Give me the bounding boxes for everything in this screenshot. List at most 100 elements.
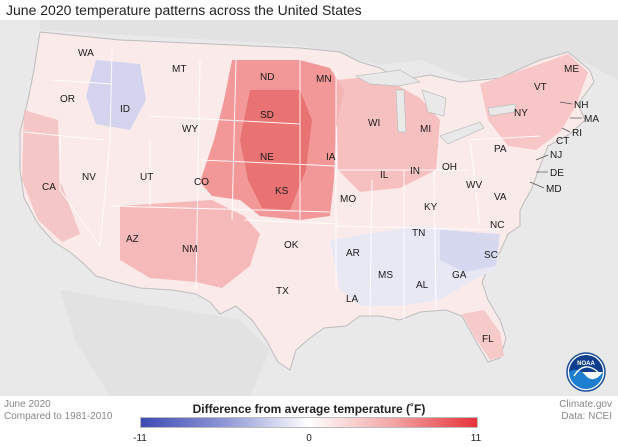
state-label-mn: MN xyxy=(316,74,332,85)
state-label-nv: NV xyxy=(82,172,96,183)
state-label-sd: SD xyxy=(260,110,274,121)
state-label-tn: TN xyxy=(412,228,425,239)
state-label-me: ME xyxy=(564,64,579,75)
border-4corners xyxy=(109,205,331,213)
anomaly-regions xyxy=(22,54,588,360)
leader-md xyxy=(529,181,545,189)
border-wa-or xyxy=(51,79,113,85)
legend-mid-label: 0 xyxy=(306,433,312,444)
state-label-ky: KY xyxy=(424,202,438,213)
footer-credit: Climate.gov xyxy=(559,399,612,410)
state-label-mt: MT xyxy=(172,64,186,75)
canada-landmass xyxy=(40,20,618,80)
state-label-ma: MA xyxy=(584,114,599,125)
state-label-md: MD xyxy=(546,184,562,195)
florida-warm-region xyxy=(462,310,504,360)
noaa-logo: NOAA xyxy=(566,352,606,392)
california-warm-region xyxy=(22,110,80,242)
state-label-nj: NJ xyxy=(550,150,562,161)
state-label-ms: MS xyxy=(378,270,393,281)
border-ks-ok xyxy=(243,219,341,225)
border-nd-sd xyxy=(149,115,301,125)
state-label-al: AL xyxy=(416,280,429,291)
leader-nh xyxy=(559,101,573,105)
border-plains-west xyxy=(231,59,237,221)
noaa-logo-gull xyxy=(573,366,599,377)
state-label-ar: AR xyxy=(346,248,360,259)
state-label-sc: SC xyxy=(484,250,498,261)
lake-michigan xyxy=(395,89,407,133)
footer-date: June 2020 xyxy=(4,399,51,410)
mexico-landmass xyxy=(60,290,270,396)
lake-huron xyxy=(421,89,447,117)
state-label-in: IN xyxy=(410,166,420,177)
legend-title: Difference from average temperature (˚F) xyxy=(192,402,426,416)
state-label-tx: TX xyxy=(276,286,289,297)
state-label-il: IL xyxy=(380,170,389,181)
footer-left: June 2020 Compared to 1981-2010 xyxy=(4,399,112,423)
lake-superior xyxy=(354,69,421,87)
southwest-warm-region xyxy=(120,200,260,288)
state-label-pa: PA xyxy=(494,144,507,155)
state-borders xyxy=(23,49,541,320)
northeast-warm-region xyxy=(480,54,588,150)
border-ga xyxy=(433,169,437,311)
state-label-co: CO xyxy=(194,177,209,188)
plains-hot-core xyxy=(240,90,312,210)
state-label-ia: IA xyxy=(326,152,336,163)
us-map-svg: WA OR CA NV ID MT WY UT CO AZ NM ND SD N… xyxy=(0,20,618,396)
state-label-wy: WY xyxy=(182,124,198,135)
state-label-vt: VT xyxy=(534,82,547,93)
state-label-wv: WV xyxy=(466,180,482,191)
state-label-nm: NM xyxy=(182,244,198,255)
leader-ri xyxy=(561,127,571,133)
state-label-nc: NC xyxy=(490,220,504,231)
border-ca-nv xyxy=(59,138,101,247)
state-label-wa: WA xyxy=(78,48,94,59)
legend-color-bar xyxy=(140,417,478,428)
state-label-la: LA xyxy=(346,294,359,305)
state-label-ks: KS xyxy=(275,186,289,197)
state-label-va: VA xyxy=(494,192,507,203)
state-label-oh: OH xyxy=(442,162,457,173)
state-label-wi: WI xyxy=(368,118,380,129)
border-rockies xyxy=(195,59,201,291)
state-label-or: OR xyxy=(60,94,75,105)
noaa-logo-wave xyxy=(569,369,603,389)
state-labels: WA OR CA NV ID MT WY UT CO AZ NM ND SD N… xyxy=(42,48,599,345)
idaho-cool-region xyxy=(86,60,146,130)
state-label-ct: CT xyxy=(556,136,569,147)
lake-ontario xyxy=(487,103,517,117)
leader-nj xyxy=(535,154,549,161)
state-label-nh: NH xyxy=(574,100,588,111)
border-or-ca xyxy=(23,131,105,141)
map-title: June 2020 temperature patterns across th… xyxy=(6,2,362,18)
legend-max-label: 11 xyxy=(470,433,482,444)
footer-right: Climate.gov Data: NCEI xyxy=(559,399,612,423)
border-id-nv xyxy=(99,49,113,247)
state-label-mi: MI xyxy=(420,124,431,135)
footer-baseline: Compared to 1981-2010 xyxy=(4,411,113,422)
state-label-az: AZ xyxy=(126,234,139,245)
carolinas-cool-region xyxy=(440,230,500,272)
border-tn xyxy=(335,225,501,231)
state-label-ga: GA xyxy=(452,270,467,281)
state-label-fl: FL xyxy=(482,334,494,345)
border-ms xyxy=(369,179,373,317)
state-label-mo: MO xyxy=(340,194,356,205)
lake-erie xyxy=(439,121,485,145)
state-label-ca: CA xyxy=(42,182,56,193)
midwest-warm-region xyxy=(336,76,440,192)
state-label-ut: UT xyxy=(140,172,153,183)
leader-lines xyxy=(529,101,582,189)
border-wv xyxy=(469,139,481,227)
footer-source: Data: NCEI xyxy=(561,411,612,422)
state-label-ri: RI xyxy=(572,128,582,139)
state-label-de: DE xyxy=(550,168,564,179)
state-label-id: ID xyxy=(120,104,130,115)
great-lakes xyxy=(354,69,517,145)
state-label-nd: ND xyxy=(260,72,274,83)
legend-min-label: -11 xyxy=(133,433,147,444)
noaa-logo-top xyxy=(569,355,603,372)
border-pa-ny xyxy=(469,135,541,141)
